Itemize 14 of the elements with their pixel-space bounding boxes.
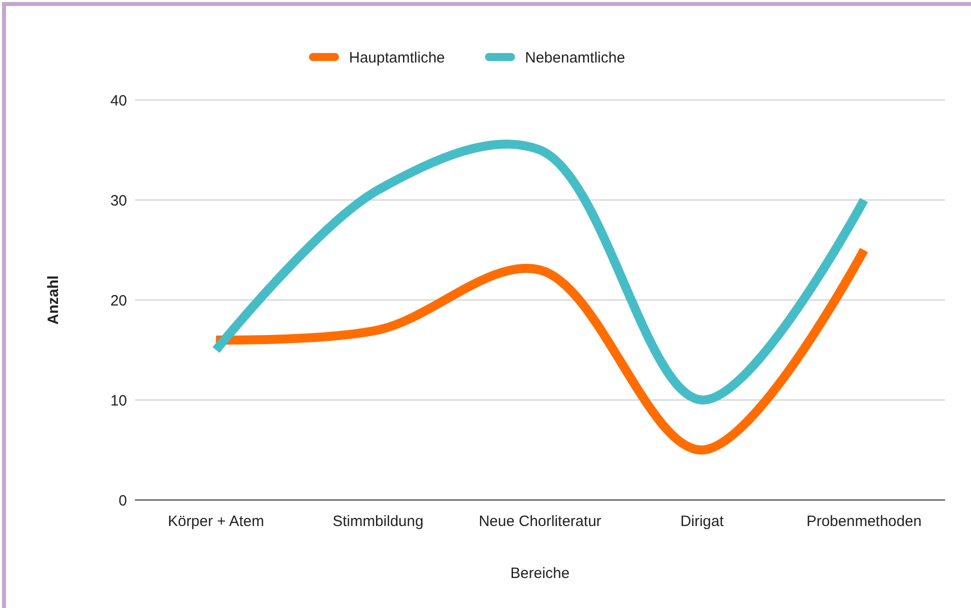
y-tick-label: 20 xyxy=(110,292,127,310)
y-tick-label: 40 xyxy=(110,92,127,110)
y-tick-label: 0 xyxy=(118,492,127,510)
x-tick-label: Neue Chorliteratur xyxy=(478,513,602,530)
x-tick-label: Stimmbildung xyxy=(332,513,424,530)
y-tick-label: 30 xyxy=(110,192,127,210)
y-axis-title: Anzahl xyxy=(45,275,62,325)
y-tick-label: 10 xyxy=(110,392,127,410)
x-tick-label: Probenmethoden xyxy=(806,513,922,530)
x-tick-label: Dirigat xyxy=(680,513,724,530)
x-axis-title: Bereiche xyxy=(510,565,570,582)
legend-label: Nebenamtliche xyxy=(525,49,626,66)
legend-label: Hauptamtliche xyxy=(349,49,445,66)
x-tick-label: Körper + Atem xyxy=(168,513,264,530)
